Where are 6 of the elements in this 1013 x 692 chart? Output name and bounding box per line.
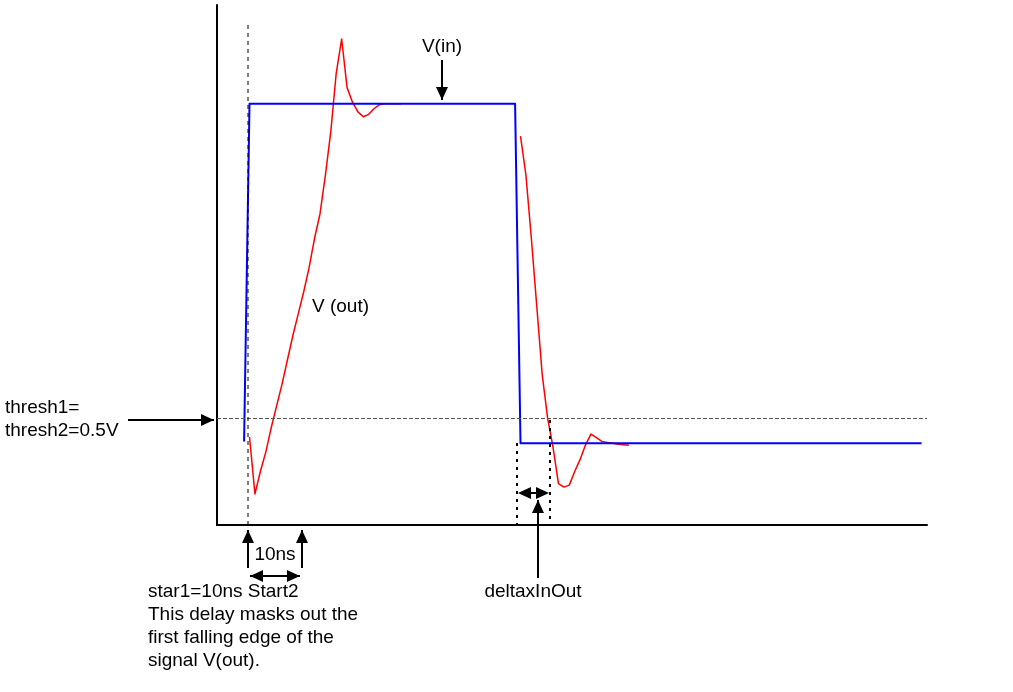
text: 10ns (254, 543, 296, 564)
annotation: V(in) (421, 35, 463, 56)
text: thresh1= thresh2=0.5V (5, 396, 119, 440)
annotation: V (out) (312, 295, 370, 316)
text: star1=10ns Start2 This delay masks out the first falling edge of the signal V(out). (148, 580, 359, 670)
text: deltaxInOut (484, 580, 583, 601)
